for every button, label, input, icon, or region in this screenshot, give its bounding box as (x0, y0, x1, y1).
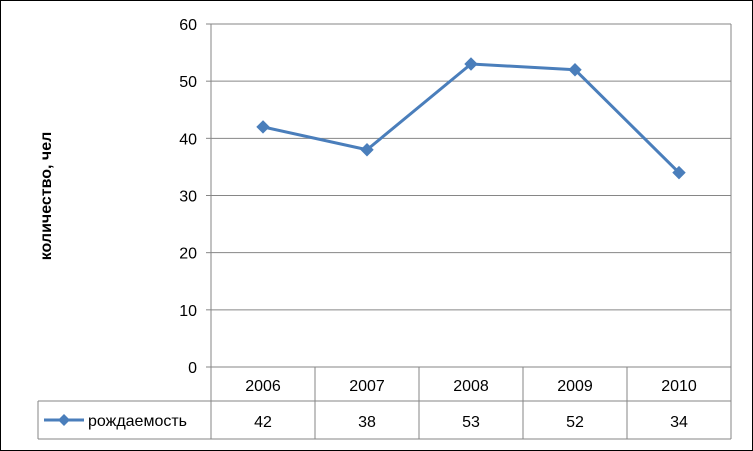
x-category-label: 2009 (557, 378, 593, 395)
data-point-marker (672, 165, 686, 180)
series-layer (256, 57, 686, 180)
series-line (262, 62, 681, 174)
data-table-value: 34 (670, 414, 688, 431)
y-tick-label: 40 (179, 131, 197, 148)
x-category-label: 2007 (349, 378, 385, 395)
y-tick-label: 0 (188, 360, 197, 377)
y-axis-ticks: 0 10 20 30 40 50 60 (179, 17, 211, 377)
data-table-value: 52 (566, 414, 584, 431)
x-category-label: 2008 (453, 378, 489, 395)
legend-series-name: рождаемость (88, 413, 187, 430)
y-tick-label: 30 (179, 189, 197, 206)
data-table-value: 42 (254, 414, 272, 431)
data-point-marker (360, 143, 374, 157)
data-table-value: 38 (358, 414, 376, 431)
data-point-marker (464, 57, 478, 71)
x-category-label: 2010 (661, 378, 697, 395)
data-table: 2006 2007 2008 2009 2010 42 38 53 52 34 рождаемост… (37, 366, 732, 440)
data-table-value: 53 (462, 414, 480, 431)
y-axis-title: количество, чел (38, 132, 55, 261)
data-point-marker (568, 63, 582, 77)
data-point-marker (256, 120, 270, 134)
y-tick-label: 50 (179, 74, 197, 91)
y-tick-label: 20 (179, 246, 197, 263)
y-tick-label: 10 (179, 303, 197, 320)
y-tick-label: 60 (179, 17, 197, 34)
x-category-label: 2006 (245, 378, 281, 395)
legend-marker-swatch (58, 414, 70, 426)
